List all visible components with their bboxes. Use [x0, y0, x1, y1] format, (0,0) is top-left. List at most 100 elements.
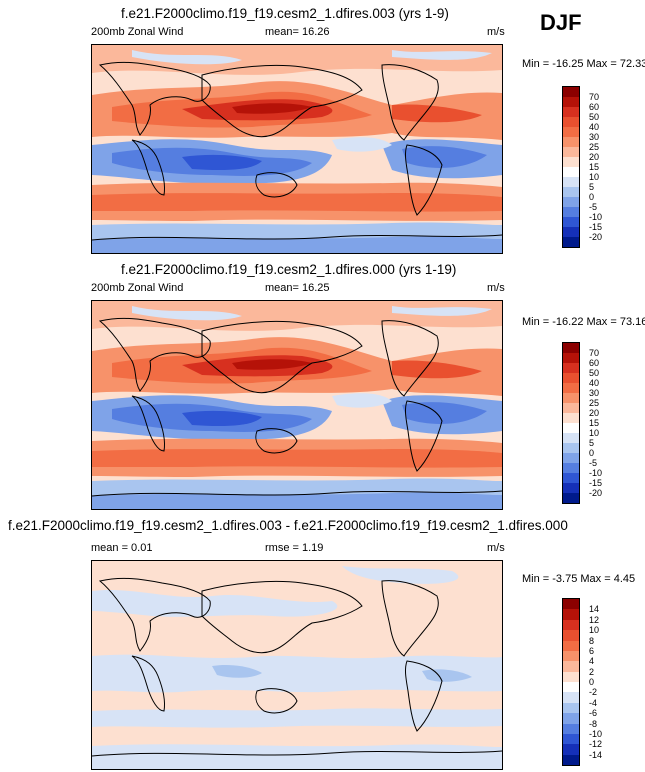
colorbar-swatch [563, 423, 579, 433]
colorbar-swatch [563, 692, 579, 703]
colorbar-swatch [563, 127, 579, 137]
colorbar-tick-label: 6 [589, 645, 595, 656]
colorbar-swatch [563, 187, 579, 197]
colorbar-swatch [563, 227, 579, 237]
colorbar-tick-label: -15 [589, 478, 603, 488]
colorbar-swatch [563, 640, 579, 651]
panel2-colorbar [562, 342, 580, 504]
colorbar-swatch [563, 443, 579, 453]
colorbar-swatch [563, 473, 579, 483]
colorbar-swatch [563, 177, 579, 187]
colorbar-swatch [563, 363, 579, 373]
colorbar-tick-label: 60 [589, 102, 600, 112]
colorbar-tick-label: -10 [589, 212, 603, 222]
colorbar-swatch [563, 197, 579, 207]
colorbar-tick-label: -20 [589, 488, 603, 498]
panel3-title: f.e21.F2000climo.f19_f19.cesm2_1.dfires.… [8, 518, 568, 533]
colorbar-swatch [563, 609, 579, 620]
colorbar-swatch [563, 713, 579, 724]
panel1-colorbar-swatches [563, 87, 579, 247]
panel2-units-label: m/s [487, 282, 505, 294]
colorbar-swatch [563, 630, 579, 641]
panel1-units-label: m/s [487, 26, 505, 38]
colorbar-swatch [563, 744, 579, 755]
colorbar-tick-label: -14 [589, 749, 603, 760]
panel2-map [91, 300, 503, 510]
colorbar-swatch [563, 403, 579, 413]
colorbar-tick-label: 50 [589, 368, 600, 378]
panel3-colorbar-swatches [563, 599, 579, 765]
colorbar-tick-label: 15 [589, 418, 600, 428]
colorbar-tick-label: 70 [589, 92, 600, 102]
panel3-mean-label: mean = 0.01 [91, 542, 153, 554]
colorbar-tick-label: -6 [589, 708, 598, 719]
colorbar-swatch [563, 383, 579, 393]
colorbar-swatch [563, 733, 579, 745]
colorbar-swatch [563, 723, 579, 734]
colorbar-swatch [563, 702, 579, 714]
colorbar-swatch [563, 353, 579, 363]
colorbar-swatch [563, 661, 579, 672]
colorbar-swatch [563, 207, 579, 217]
colorbar-swatch [563, 137, 579, 147]
panel2-mean-label: mean= 16.25 [265, 282, 330, 294]
colorbar-swatch [563, 671, 579, 682]
panel3-colorbar [562, 598, 580, 766]
colorbar-tick-label: 30 [589, 132, 600, 142]
panel1-minmax-label: Min = -16.25 Max = 72.33 [522, 58, 645, 70]
colorbar-tick-label: 30 [589, 388, 600, 398]
colorbar-tick-label: -2 [589, 687, 598, 698]
colorbar-tick-label: 70 [589, 348, 600, 358]
colorbar-tick-label: 5 [589, 182, 595, 192]
colorbar-tick-label: 0 [589, 677, 595, 687]
panel3-rmse-label: rmse = 1.19 [265, 542, 324, 554]
panel2-title: f.e21.F2000climo.f19_f19.cesm2_1.dfires.… [121, 262, 457, 277]
colorbar-tick-label: 25 [589, 398, 600, 408]
colorbar-tick-label: -12 [589, 739, 603, 750]
colorbar-tick-label: 0 [589, 448, 595, 458]
colorbar-tick-label: -8 [589, 718, 598, 729]
colorbar-tick-label: -5 [589, 202, 598, 212]
panel2-colorbar-swatches [563, 343, 579, 503]
colorbar-swatch [563, 483, 579, 493]
colorbar-swatch [563, 463, 579, 473]
panel1-colorbar [562, 86, 580, 248]
colorbar-swatch [563, 87, 579, 97]
colorbar-swatch [563, 754, 579, 765]
panel2-minmax-label: Min = -16.22 Max = 73.16 [522, 316, 645, 328]
colorbar-tick-label: -10 [589, 728, 603, 739]
colorbar-tick-label: 20 [589, 152, 600, 162]
panel3-units-label: m/s [487, 542, 505, 554]
colorbar-tick-label: 0 [589, 192, 595, 202]
colorbar-tick-label: 10 [589, 172, 600, 182]
colorbar-tick-label: 10 [589, 625, 600, 636]
panel1-map [91, 44, 503, 254]
panel3-map [91, 560, 503, 770]
colorbar-tick-label: 14 [589, 604, 600, 615]
colorbar-tick-label: -20 [589, 232, 603, 242]
panel1-mean-label: mean= 16.26 [265, 26, 330, 38]
colorbar-tick-label: 10 [589, 428, 600, 438]
colorbar-tick-label: 40 [589, 378, 600, 388]
colorbar-swatch [563, 650, 579, 662]
panel3-minmax-label: Min = -3.75 Max = 4.45 [522, 573, 636, 585]
colorbar-swatch [563, 393, 579, 403]
colorbar-swatch [563, 343, 579, 353]
colorbar-swatch [563, 117, 579, 127]
colorbar-swatch [563, 599, 579, 610]
colorbar-swatch [563, 619, 579, 631]
colorbar-swatch [563, 453, 579, 463]
colorbar-tick-label: 25 [589, 142, 600, 152]
colorbar-tick-label: 20 [589, 408, 600, 418]
season-label: DJF [540, 10, 582, 35]
colorbar-tick-label: -4 [589, 697, 598, 708]
colorbar-tick-label: 40 [589, 122, 600, 132]
colorbar-tick-label: 2 [589, 666, 595, 677]
colorbar-swatch [563, 157, 579, 167]
colorbar-tick-label: -15 [589, 222, 603, 232]
colorbar-tick-label: 12 [589, 614, 600, 625]
colorbar-swatch [563, 413, 579, 423]
colorbar-tick-label: 8 [589, 635, 595, 646]
colorbar-swatch [563, 97, 579, 107]
colorbar-tick-label: 5 [589, 438, 595, 448]
